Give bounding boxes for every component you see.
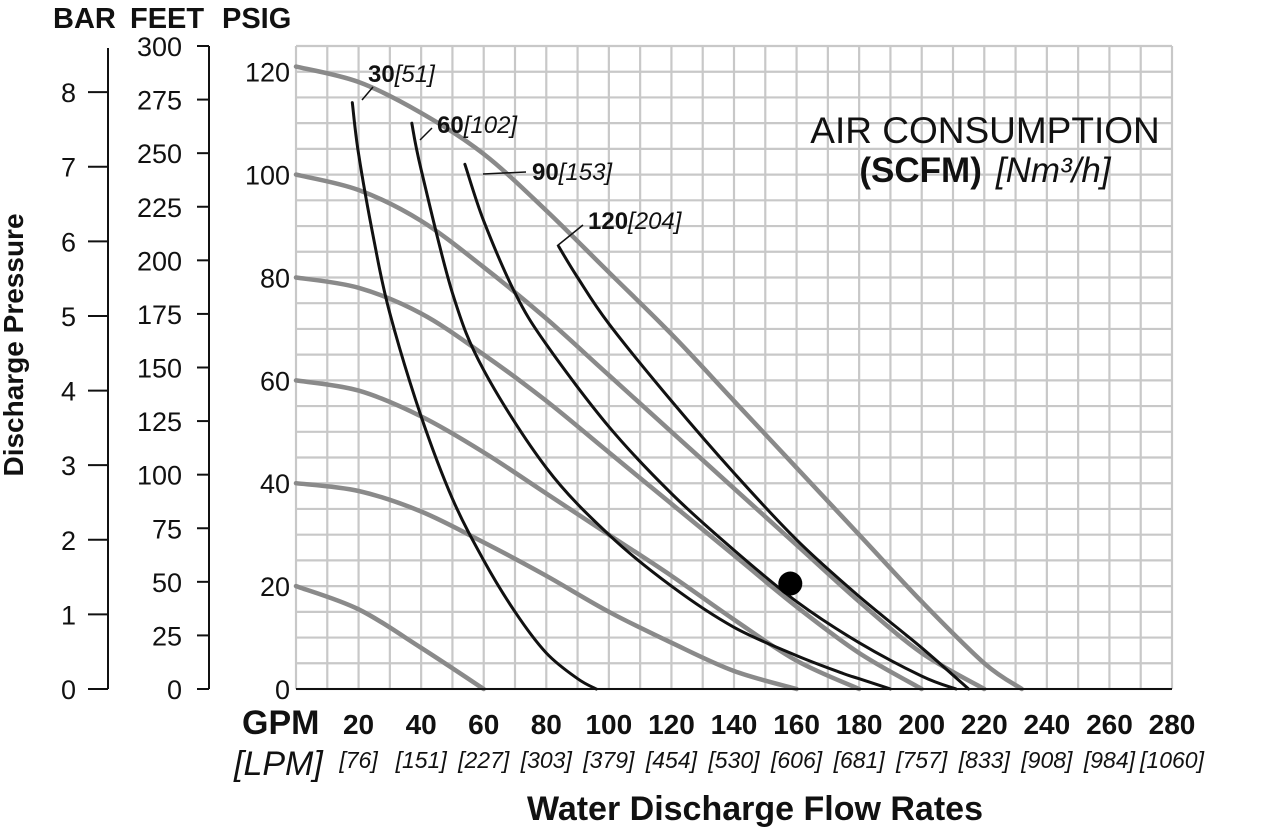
feet-tick-label: 25 xyxy=(152,621,182,651)
feet-tick-label: 150 xyxy=(137,354,182,384)
operating-point-marker xyxy=(778,571,803,596)
operating-point-layer xyxy=(778,571,803,596)
air-label-90: 90[153] xyxy=(482,159,613,186)
feet-tick-label: 225 xyxy=(137,193,182,223)
air-curve-60 xyxy=(410,121,892,691)
x-tick-label-gpm: 140 xyxy=(711,709,758,740)
y-axis-title: Discharge Pressure xyxy=(0,213,29,476)
x-tick-label-gpm: 180 xyxy=(836,709,883,740)
x-tick-label-gpm: 20 xyxy=(343,709,374,740)
feet-tick-label: 175 xyxy=(137,300,182,330)
svg-text:60[102]: 60[102] xyxy=(437,112,518,139)
feet-tick-label: 125 xyxy=(137,407,182,437)
x-tick-label-gpm: 120 xyxy=(648,709,695,740)
x-tick-label-lpm: [379] xyxy=(582,747,635,773)
pressure-curve-2 xyxy=(293,480,799,692)
air-curve-120 xyxy=(557,245,971,691)
x-tick-label-gpm: 240 xyxy=(1023,709,1070,740)
x-tick-label-lpm: [76] xyxy=(338,747,378,773)
x-tick-label-lpm: [681] xyxy=(833,747,886,773)
legend-subtitle: (SCFM) [Nm³/h] xyxy=(859,151,1111,190)
psig-axis-header: PSIG xyxy=(222,3,291,35)
feet-tick-label: 75 xyxy=(152,514,182,544)
x-tick-label-lpm: [833] xyxy=(958,747,1011,773)
bar-tick-label: 0 xyxy=(61,675,76,705)
bar-tick-label: 8 xyxy=(61,78,76,108)
bar-tick-label: 7 xyxy=(61,153,76,183)
pressure-curves xyxy=(293,64,1025,692)
legend-unit-scfm: (SCFM) xyxy=(859,151,981,190)
bar-tick-label: 1 xyxy=(61,600,76,630)
x-tick-label-lpm: [303] xyxy=(520,747,573,773)
air-curve-90 xyxy=(463,162,958,691)
legend-unit-nm3h: [Nm³/h] xyxy=(995,151,1112,190)
svg-text:30[51]: 30[51] xyxy=(368,61,436,88)
x-tick-label-lpm: [151] xyxy=(395,747,448,773)
chart-grid xyxy=(294,44,1174,691)
x-tick-label-gpm: 280 xyxy=(1149,709,1196,740)
bar-tick-label: 2 xyxy=(61,526,76,556)
pressure-curve-4 xyxy=(293,275,924,692)
x-tick-label-gpm: 160 xyxy=(773,709,820,740)
tick-labels: 0204060801001200255075100125150175200225… xyxy=(61,32,1205,773)
psig-tick-label: 20 xyxy=(260,572,290,602)
feet-tick-label: 250 xyxy=(137,139,182,169)
x-tick-label-gpm: 260 xyxy=(1086,709,1133,740)
psig-tick-label: 80 xyxy=(260,263,290,293)
svg-text:120[204]: 120[204] xyxy=(588,208,683,235)
feet-tick-label: 0 xyxy=(167,675,182,705)
pressure-curve-6 xyxy=(293,64,1025,692)
gpm-unit-label: GPM xyxy=(242,704,319,742)
feet-tick-label: 275 xyxy=(137,86,182,116)
x-tick-label-gpm: 200 xyxy=(898,709,945,740)
bar-tick-label: 4 xyxy=(61,377,76,407)
feet-axis-header: FEET xyxy=(130,3,204,35)
air-consumption-curves xyxy=(350,101,971,691)
x-tick-label-gpm: 60 xyxy=(468,709,499,740)
air-label-60: 60[102] xyxy=(419,112,518,141)
x-tick-label-gpm: 220 xyxy=(961,709,1008,740)
feet-tick-label: 50 xyxy=(152,568,182,598)
bar-tick-label: 6 xyxy=(61,227,76,257)
air-label-120: 120[204] xyxy=(556,208,683,247)
feet-tick-label: 100 xyxy=(137,461,182,491)
feet-tick-label: 300 xyxy=(137,32,182,62)
x-tick-label-lpm: [908] xyxy=(1020,747,1073,773)
legend-title: AIR CONSUMPTION xyxy=(810,110,1159,151)
bar-tick-label: 5 xyxy=(61,302,76,332)
x-tick-label-lpm: [530] xyxy=(707,747,760,773)
x-tick-label-gpm: 100 xyxy=(585,709,632,740)
svg-text:90[153]: 90[153] xyxy=(532,159,613,186)
x-tick-label-lpm: [606] xyxy=(770,747,823,773)
x-tick-label-gpm: 40 xyxy=(406,709,437,740)
x-tick-label-lpm: [454] xyxy=(645,747,698,773)
lpm-unit-label: [LPM] xyxy=(233,745,324,783)
bar-tick-label: 3 xyxy=(61,451,76,481)
bar-axis-header: BAR xyxy=(53,3,116,35)
psig-tick-label: 60 xyxy=(260,366,290,396)
psig-tick-label: 40 xyxy=(260,469,290,499)
psig-tick-label: 120 xyxy=(245,58,290,88)
pressure-curve-1 xyxy=(293,583,486,692)
x-axis-title: Water Discharge Flow Rates xyxy=(527,790,983,828)
x-tick-label-lpm: [1060] xyxy=(1139,747,1205,773)
feet-tick-label: 200 xyxy=(137,246,182,276)
psig-tick-label: 0 xyxy=(275,675,290,705)
air-label-30: 30[51] xyxy=(361,61,436,101)
psig-tick-label: 100 xyxy=(245,161,290,191)
x-tick-label-lpm: [757] xyxy=(895,747,948,773)
x-tick-label-lpm: [984] xyxy=(1083,747,1136,773)
pressure-curve-5 xyxy=(293,172,987,692)
x-tick-label-gpm: 80 xyxy=(531,709,562,740)
x-tick-label-lpm: [227] xyxy=(457,747,510,773)
air-curve-30 xyxy=(350,101,598,691)
